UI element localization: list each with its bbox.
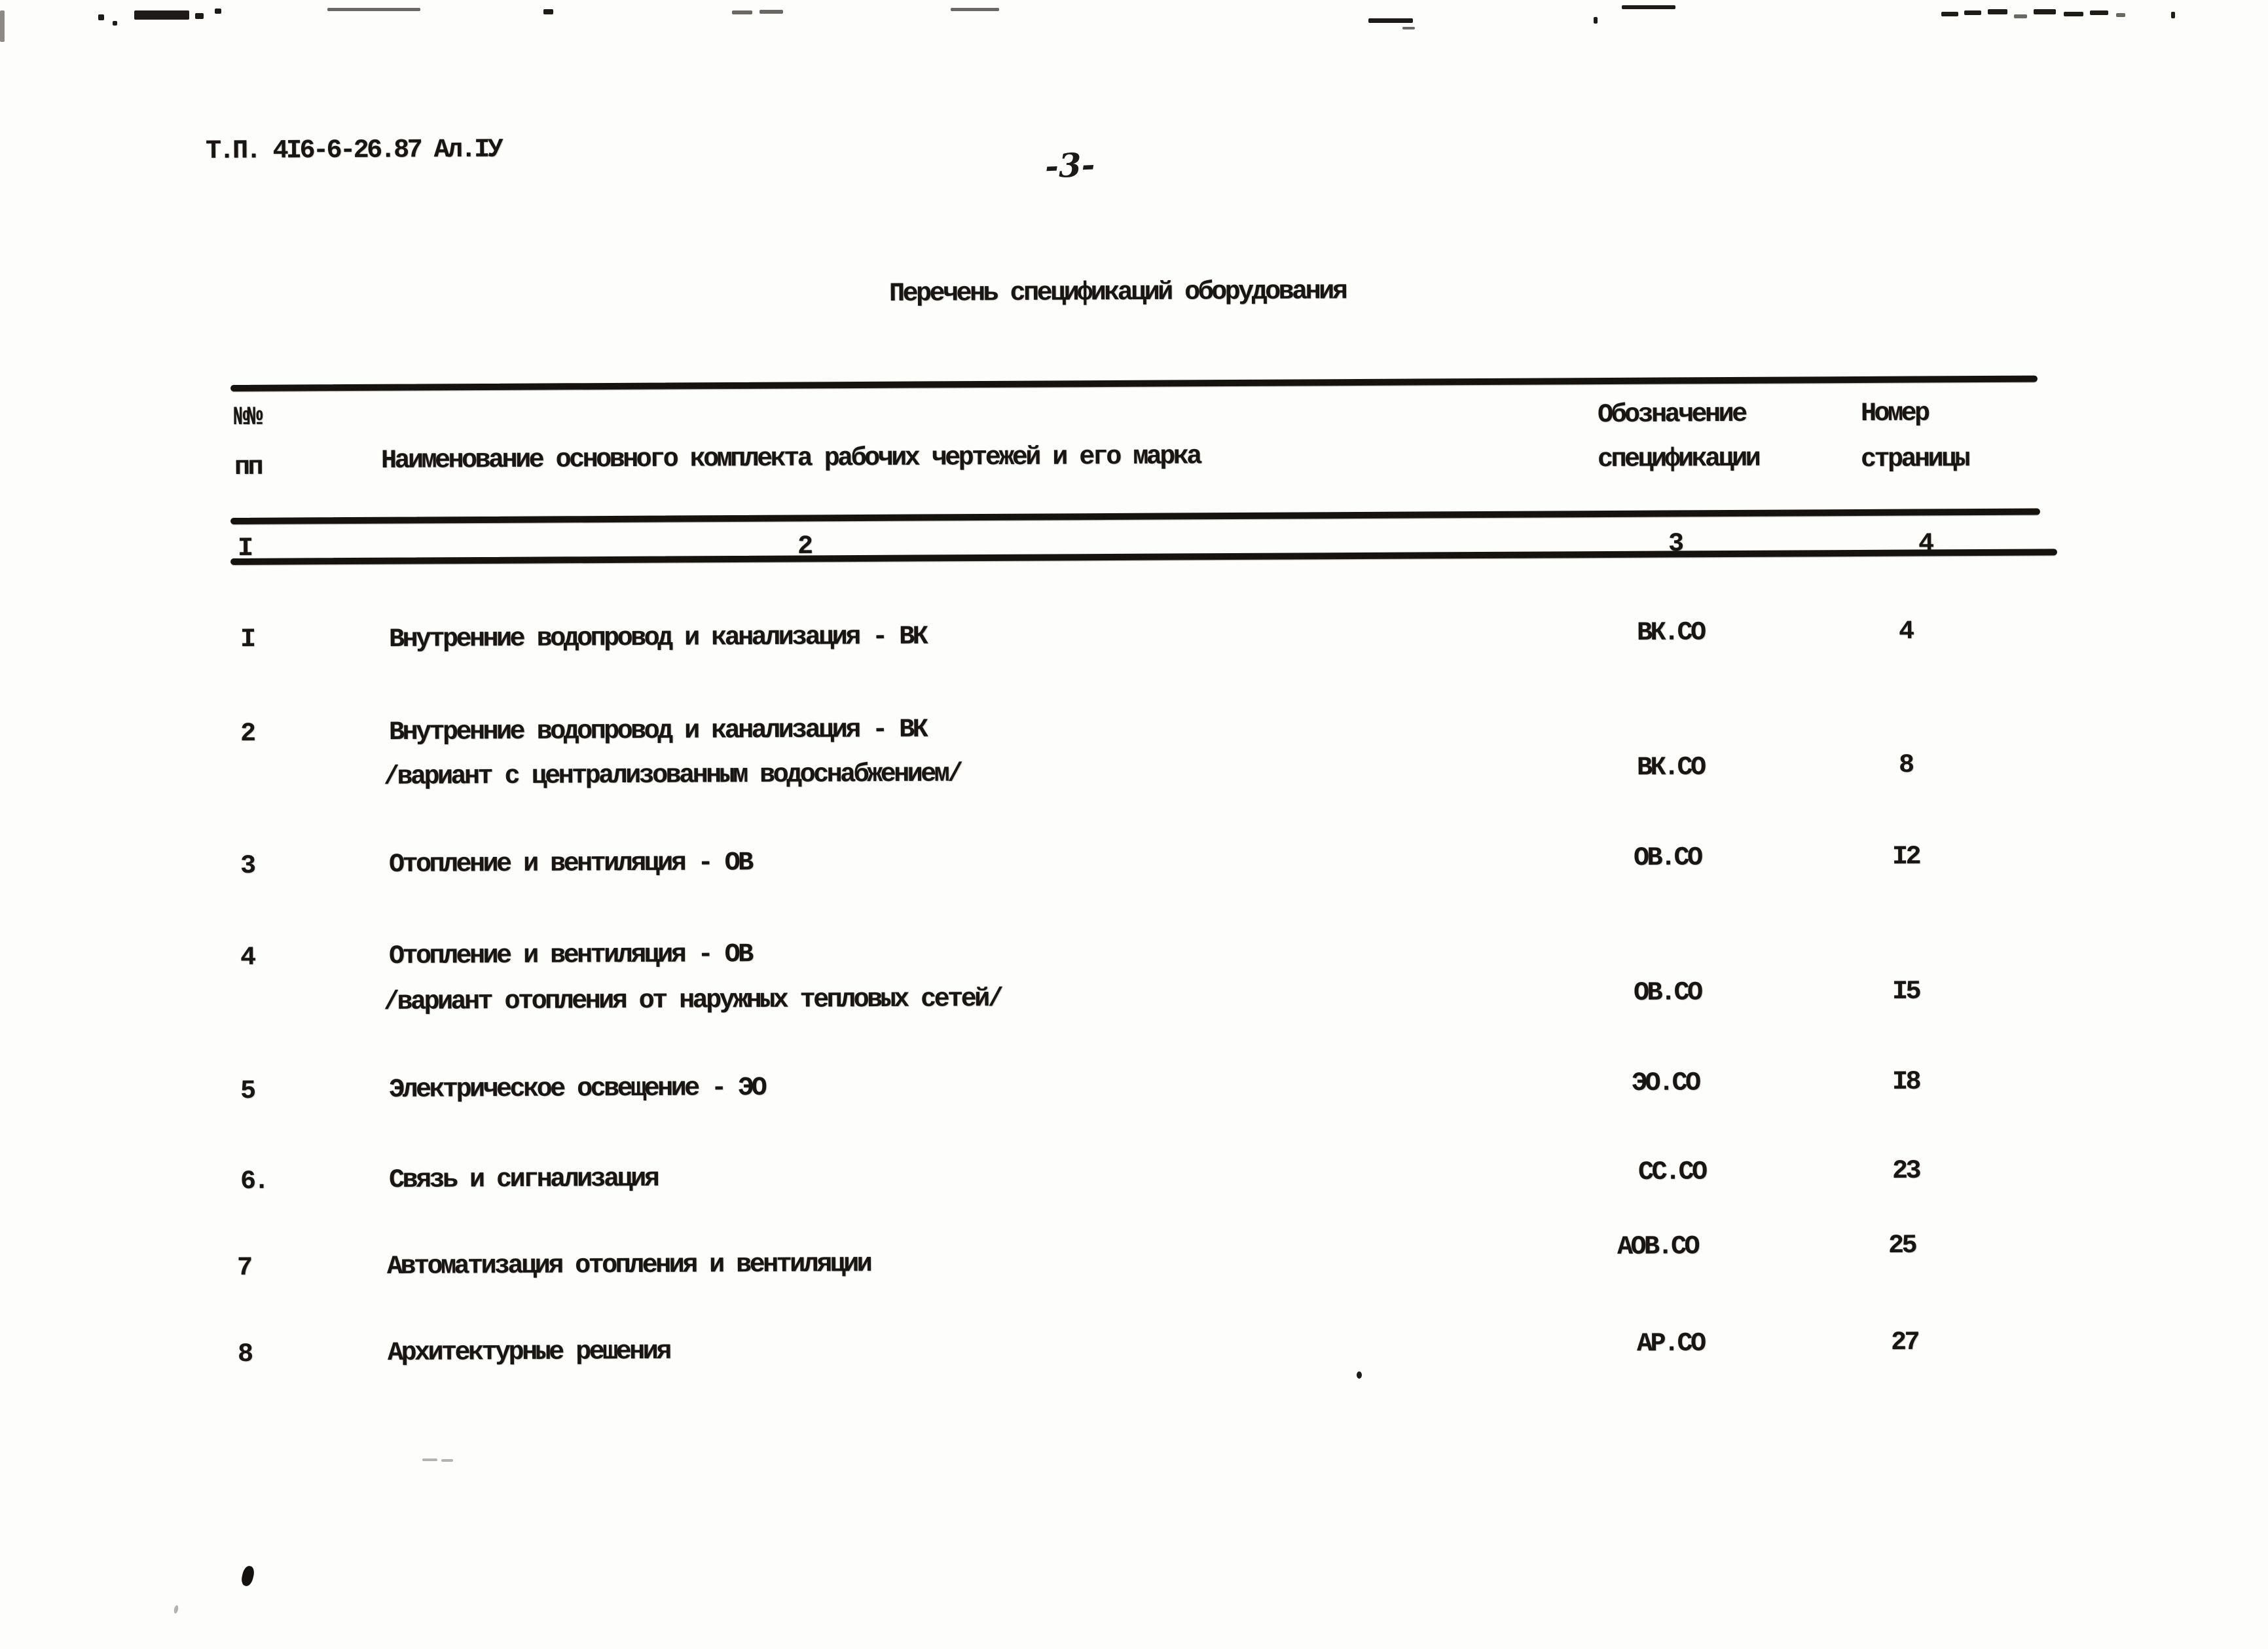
scan-artifact	[1402, 27, 1415, 29]
row-page: I8	[1892, 1067, 1920, 1097]
document-code: Т.П. 4I6-6-26.87 Ал.IУ	[205, 135, 502, 166]
scan-artifact	[543, 9, 553, 14]
row-name-variant: /вариант отопления от наружных тепловых …	[383, 985, 1002, 1017]
scan-artifact	[951, 8, 999, 11]
row-name: Внутренние водопровод и канализация - ВК	[388, 715, 926, 748]
scan-artifact	[2090, 10, 2108, 15]
row-name: Отопление и вентиляция - ОВ	[388, 940, 752, 971]
header-page-line2: страницы	[1860, 444, 1969, 475]
document-title: Перечень спецификаций оборудования	[888, 277, 1346, 309]
row-number: 4	[240, 943, 254, 973]
row-page: I5	[1892, 977, 1920, 1007]
header-num-line2: пп	[234, 452, 262, 482]
row-spec: СС.СО	[1637, 1157, 1706, 1187]
row-spec: ОВ.СО	[1633, 978, 1701, 1008]
scan-artifact	[1988, 9, 2007, 14]
header-spec-line1: Обозначение	[1597, 399, 1746, 430]
row-spec: ОВ.СО	[1633, 843, 1701, 873]
row-name: Связь и сигнализация	[388, 1164, 658, 1195]
scan-artifact	[113, 21, 117, 26]
scan-artifact	[240, 1565, 256, 1587]
table-rule-colnumbers-bottom	[230, 549, 2058, 565]
header-spec-line2: спецификации	[1597, 444, 1759, 475]
row-spec: ВК.СО	[1636, 753, 1704, 783]
row-number: 5	[240, 1076, 254, 1106]
table-rule-top	[230, 375, 2038, 391]
row-name: Отопление и вентиляция - ОВ	[388, 848, 752, 880]
row-number: 2	[240, 719, 254, 749]
row-page: 4	[1898, 617, 1912, 647]
page-number: -3-	[1044, 145, 1096, 186]
row-page: 27	[1890, 1328, 1918, 1358]
scan-artifact	[173, 1604, 179, 1614]
scan-artifact	[98, 14, 104, 20]
row-number: 3	[240, 851, 254, 881]
row-number: 8	[237, 1339, 251, 1369]
scan-artifact	[2064, 12, 2083, 16]
row-name: Внутренние водопровод и канализация - ВК	[388, 622, 926, 655]
scan-artifact	[2116, 13, 2125, 17]
row-page: I2	[1892, 842, 1920, 872]
column-number: 4	[1918, 529, 1932, 559]
row-number: 7	[236, 1253, 251, 1283]
scan-artifact	[0, 10, 5, 42]
scan-artifact	[732, 10, 752, 14]
scan-artifact	[1964, 10, 1981, 15]
row-number: I	[240, 625, 254, 655]
row-spec: ЭО.СО	[1631, 1068, 1699, 1098]
header-name: Наименование основного комплекта рабочих…	[380, 442, 1200, 476]
scan-artifact	[1622, 5, 1675, 9]
header-num-line1: №№	[233, 403, 261, 433]
scan-artifact	[759, 10, 783, 14]
scan-artifact	[1368, 18, 1413, 23]
row-spec: ВК.СО	[1636, 618, 1704, 648]
row-name: Электрическое освещение - ЭО	[388, 1073, 765, 1105]
table-rule-header-bottom	[230, 508, 2041, 524]
row-number: 6.	[240, 1167, 268, 1197]
column-number: 3	[1668, 529, 1682, 559]
scan-artifact	[1357, 1371, 1362, 1379]
column-number: I	[237, 534, 251, 564]
scan-artifact	[422, 1459, 437, 1461]
scan-artifact	[1594, 17, 1598, 24]
row-spec: АР.СО	[1636, 1329, 1704, 1359]
scan-artifact	[2034, 9, 2056, 14]
row-name: Архитектурные решения	[387, 1337, 670, 1368]
row-page: 8	[1898, 750, 1912, 780]
scan-artifact	[441, 1459, 453, 1462]
row-page: 25	[1888, 1231, 1916, 1261]
scan-artifact	[1941, 12, 1958, 16]
scan-artifact	[134, 10, 189, 20]
scan-artifact	[2014, 14, 2027, 18]
header-page-line1: Номер	[1860, 399, 1928, 429]
row-name: Автоматизация отопления и вентиляции	[386, 1250, 871, 1282]
row-page: 23	[1892, 1156, 1920, 1186]
row-name-variant: /вариант с централизованным водоснабжени…	[383, 759, 961, 792]
scan-artifact	[327, 8, 420, 11]
row-spec: АОВ.СО	[1617, 1232, 1698, 1262]
scan-artifact	[195, 13, 204, 19]
column-number: 2	[797, 532, 811, 562]
scan-artifact	[215, 9, 221, 14]
scan-artifact	[2171, 12, 2175, 18]
